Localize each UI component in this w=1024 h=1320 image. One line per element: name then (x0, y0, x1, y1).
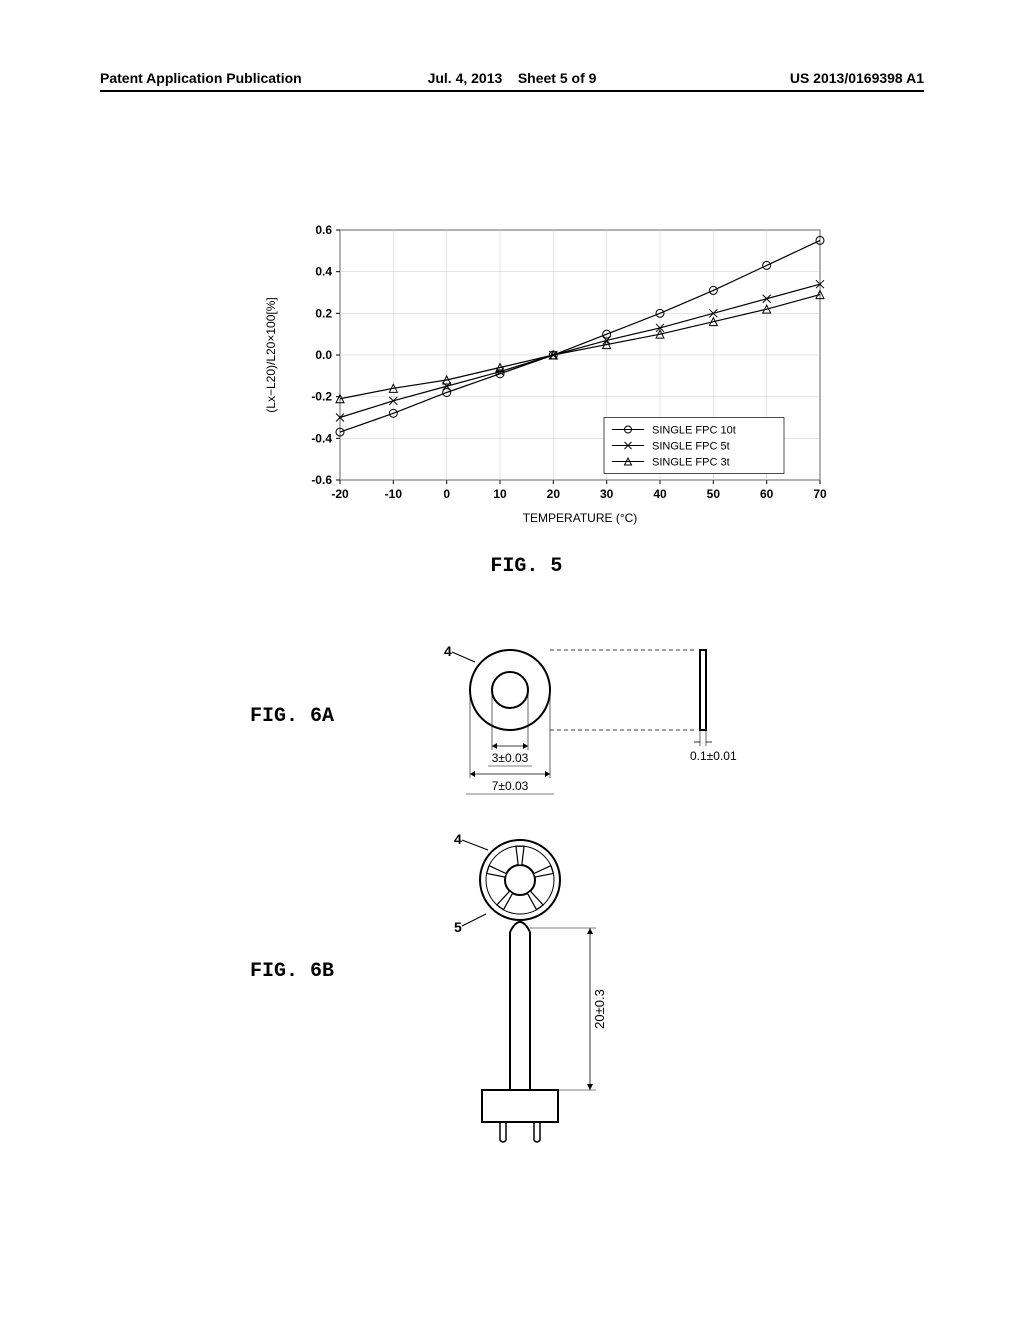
pub-date: Jul. 4, 2013 (428, 70, 503, 86)
svg-text:0.1±0.01: 0.1±0.01 (690, 749, 737, 763)
svg-text:20±0.3: 20±0.3 (592, 989, 607, 1029)
pub-number: US 2013/0169398 A1 (790, 70, 924, 86)
svg-text:4: 4 (454, 831, 462, 847)
fig5-chart: -20 -10 0 10 20 30 40 50 60 70 -0.6 -0.4 -0.2 0.0 0.2 0… (250, 220, 840, 530)
svg-text:60: 60 (760, 487, 774, 501)
svg-text:-0.4: -0.4 (311, 431, 332, 445)
svg-text:0.4: 0.4 (315, 265, 332, 279)
svg-text:SINGLE FPC 10t: SINGLE FPC 10t (652, 425, 736, 437)
sheet-number: Sheet 5 of 9 (518, 70, 597, 86)
svg-text:-0.6: -0.6 (311, 473, 332, 487)
page-header: Patent Application Publication Jul. 4, 2… (100, 70, 924, 92)
svg-text:0.2: 0.2 (315, 306, 332, 320)
fig6a-drawing: 4 0.1±0.01 3±0.03 7±0.03 (420, 640, 780, 810)
svg-text:10: 10 (493, 487, 507, 501)
svg-text:TEMPERATURE (°C): TEMPERATURE (°C) (523, 511, 638, 525)
svg-text:3±0.03: 3±0.03 (492, 751, 529, 765)
pub-type: Patent Application Publication (100, 70, 302, 86)
svg-text:50: 50 (707, 487, 721, 501)
svg-text:(Lx−L20)/L20×100[%]: (Lx−L20)/L20×100[%] (264, 297, 278, 412)
svg-text:0.0: 0.0 (315, 348, 332, 362)
svg-text:-0.2: -0.2 (311, 390, 332, 404)
svg-text:30: 30 (600, 487, 614, 501)
svg-text:5: 5 (454, 919, 462, 935)
svg-text:70: 70 (813, 487, 827, 501)
fig6a-label: FIG. 6A (250, 705, 334, 728)
svg-text:SINGLE FPC 3t: SINGLE FPC 3t (652, 457, 730, 469)
svg-text:7±0.03: 7±0.03 (492, 779, 529, 793)
svg-text:SINGLE FPC 5t: SINGLE FPC 5t (652, 441, 730, 453)
svg-text:40: 40 (653, 487, 667, 501)
fig6b-label: FIG. 6B (250, 960, 334, 983)
pub-date-sheet: Jul. 4, 2013 Sheet 5 of 9 (428, 70, 597, 86)
svg-text:-10: -10 (385, 487, 403, 501)
svg-text:4: 4 (444, 643, 452, 659)
svg-text:0: 0 (443, 487, 450, 501)
svg-text:20: 20 (547, 487, 561, 501)
fig6b-drawing: 4 5 20±0.3 (420, 830, 780, 1170)
svg-text:0.6: 0.6 (315, 223, 332, 237)
svg-text:-20: -20 (331, 487, 349, 501)
fig5-label: FIG. 5 (490, 555, 562, 578)
